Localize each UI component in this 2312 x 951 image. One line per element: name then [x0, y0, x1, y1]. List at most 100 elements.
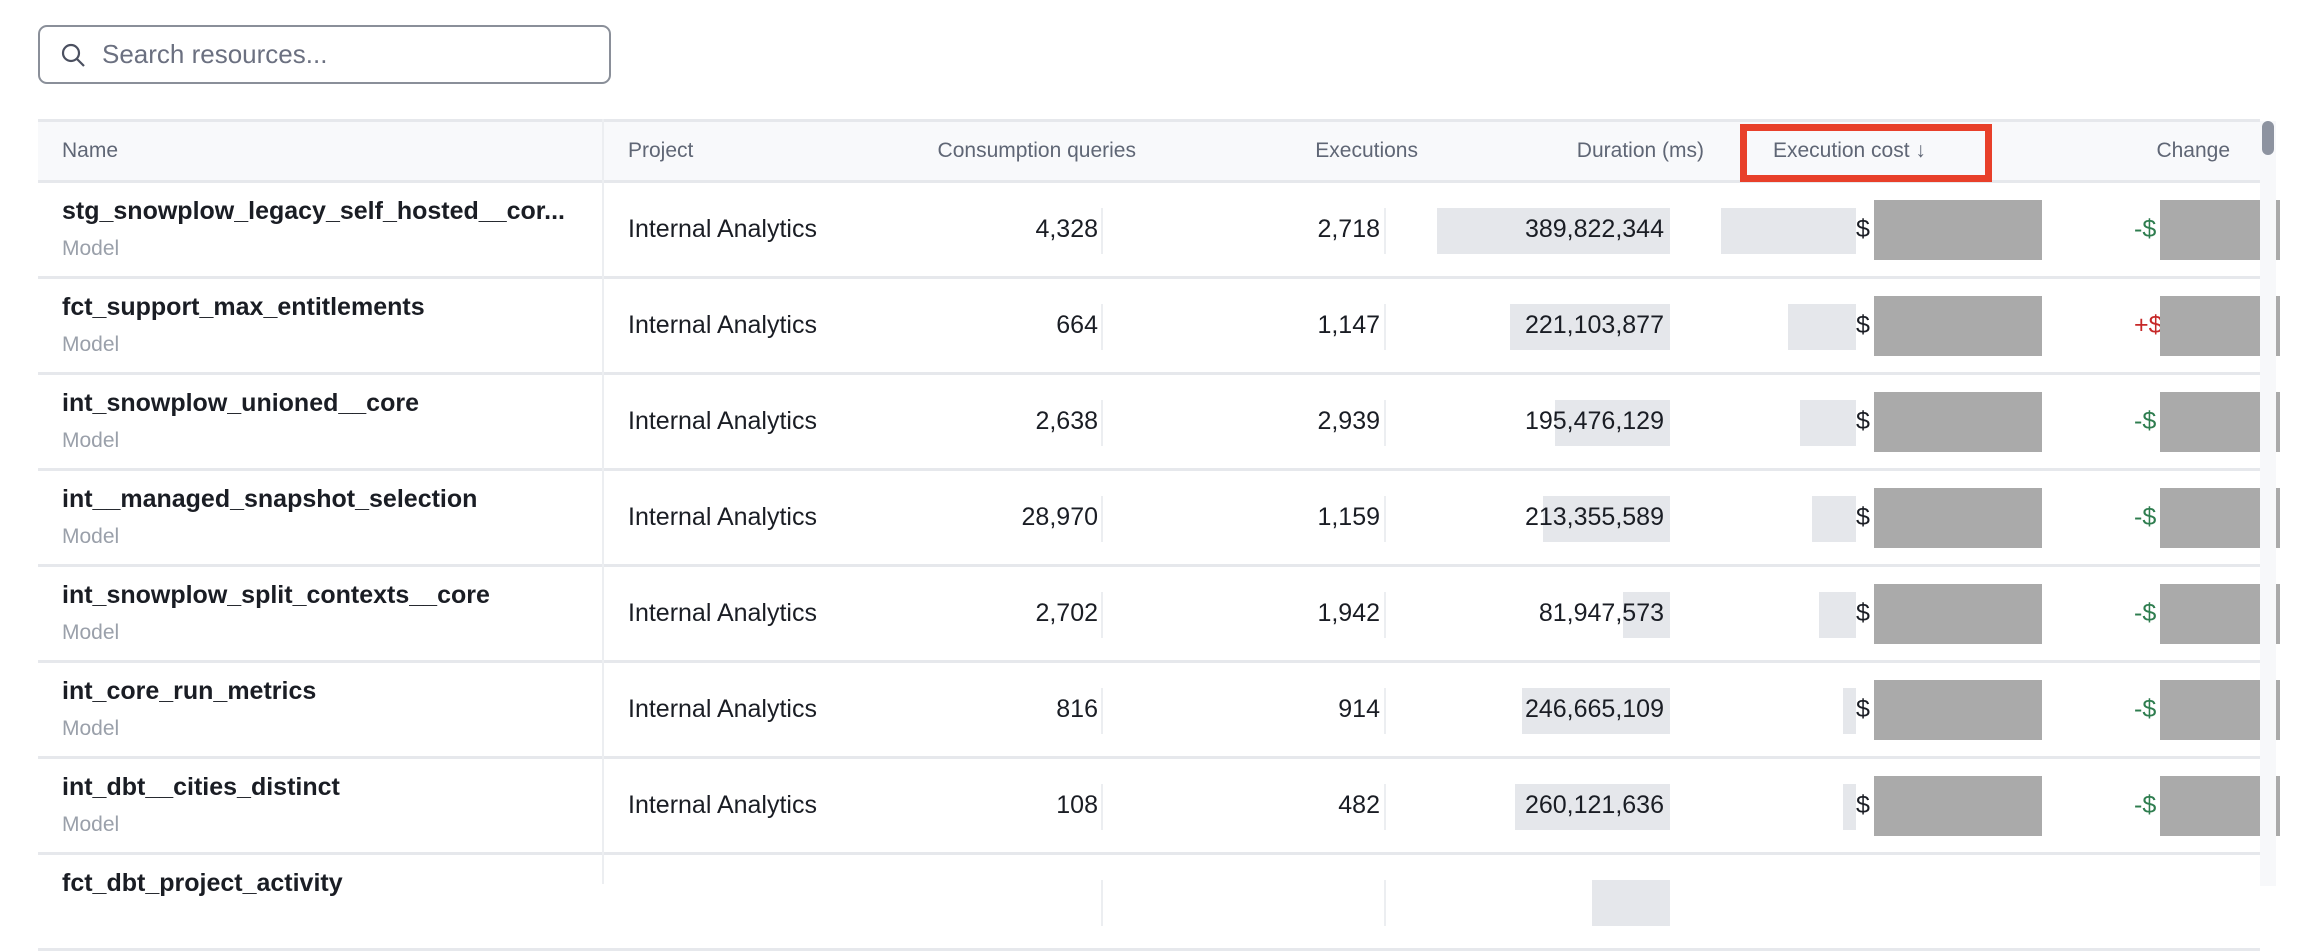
executions-cell: 2,718: [1317, 215, 1380, 243]
cost-bar: [1843, 784, 1856, 830]
consumption-bar: [1101, 592, 1103, 638]
resource-name[interactable]: fct_support_max_entitlements: [62, 293, 425, 321]
scrollbar-thumb[interactable]: [2262, 121, 2274, 155]
executions-bar: [1384, 208, 1386, 254]
executions-cell: 2,939: [1317, 407, 1380, 435]
search-box[interactable]: [38, 25, 611, 84]
duration-bar: [1510, 304, 1670, 350]
cost-bar: [1819, 592, 1856, 638]
resource-type: Model: [62, 237, 120, 260]
cost-bar: [1843, 688, 1856, 734]
duration-cell: 389,822,344: [1524, 215, 1664, 243]
executions-bar: [1384, 400, 1386, 446]
table-row[interactable]: int_snowplow_unioned__core Model Interna…: [38, 375, 2280, 471]
table-row[interactable]: int_dbt__cities_distinct Model Internal …: [38, 759, 2280, 855]
cost-bar: [1788, 304, 1856, 350]
column-header-execution-cost[interactable]: Execution cost ↓: [1773, 122, 1926, 180]
cost-currency: $: [1856, 599, 1870, 627]
consumption-cell: 664: [1056, 311, 1098, 339]
change-sign: -$: [2134, 695, 2157, 723]
resource-type: Model: [62, 621, 120, 644]
project-cell: Internal Analytics: [628, 407, 817, 435]
consumption-cell: 2,638: [1035, 407, 1098, 435]
cost-currency: $: [1856, 311, 1870, 339]
redacted-cost: [1874, 680, 2042, 740]
column-header-consumption-queries[interactable]: Consumption queries: [937, 139, 1136, 162]
consumption-bar: [1101, 304, 1103, 350]
table-row[interactable]: fct_dbt_project_activity: [38, 855, 2260, 951]
consumption-bar: [1101, 400, 1103, 446]
column-header-project[interactable]: Project: [628, 139, 694, 162]
project-cell: Internal Analytics: [628, 311, 817, 339]
resource-name[interactable]: int_core_run_metrics: [62, 677, 317, 705]
project-cell: Internal Analytics: [628, 215, 817, 243]
change-sign: -$: [2134, 599, 2157, 627]
executions-cell: 1,942: [1317, 599, 1380, 627]
consumption-bar: [1101, 496, 1103, 542]
duration-bar: [1623, 592, 1670, 638]
resource-name[interactable]: stg_snowplow_legacy_self_hosted__cor...: [62, 197, 565, 225]
change-sign: +$: [2134, 311, 2163, 339]
resource-type: Model: [62, 429, 120, 452]
duration-bar: [1437, 208, 1670, 254]
redacted-cost: [1874, 200, 2042, 260]
consumption-bar: [1101, 208, 1103, 254]
table-row[interactable]: fct_support_max_entitlements Model Inter…: [38, 279, 2280, 375]
search-input[interactable]: [100, 38, 584, 71]
column-header-executions[interactable]: Executions: [1315, 139, 1418, 162]
column-header-name[interactable]: Name: [62, 139, 119, 162]
executions-bar: [1384, 880, 1386, 926]
redacted-cost: [1874, 296, 2042, 356]
resource-type: Model: [62, 525, 120, 548]
duration-cell: 213,355,589: [1524, 503, 1664, 531]
resource-type: Model: [62, 717, 120, 740]
table-row[interactable]: int__managed_snapshot_selection Model In…: [38, 471, 2280, 567]
redacted-cost: [1874, 488, 2042, 548]
redacted-cost: [1874, 776, 2042, 836]
project-cell: Internal Analytics: [628, 695, 817, 723]
executions-bar: [1384, 304, 1386, 350]
duration-cell: 195,476,129: [1524, 407, 1664, 435]
execution-cost-label: Execution cost: [1773, 139, 1910, 162]
change-sign: -$: [2134, 791, 2157, 819]
change-sign: -$: [2134, 503, 2157, 531]
duration-cell: 246,665,109: [1524, 695, 1664, 723]
duration-cell: 221,103,877: [1524, 311, 1664, 339]
resource-name[interactable]: int_dbt__cities_distinct: [62, 773, 340, 801]
column-header-duration[interactable]: Duration (ms): [1576, 139, 1704, 162]
resource-name[interactable]: int_snowplow_split_contexts__core: [62, 581, 490, 609]
cost-currency: $: [1856, 503, 1870, 531]
consumption-bar: [1101, 880, 1103, 926]
change-sign: -$: [2134, 215, 2157, 243]
consumption-cell: 2,702: [1035, 599, 1098, 627]
consumption-bar: [1101, 784, 1103, 830]
resource-name[interactable]: int__managed_snapshot_selection: [62, 485, 478, 513]
column-header-change[interactable]: Change: [2156, 139, 2230, 162]
sort-descending-icon: ↓: [1915, 139, 1926, 162]
consumption-cell: 28,970: [1021, 503, 1098, 531]
table-row[interactable]: stg_snowplow_legacy_self_hosted__cor... …: [38, 183, 2280, 279]
resource-name[interactable]: int_snowplow_unioned__core: [62, 389, 419, 417]
consumption-cell: 108: [1056, 791, 1098, 819]
cost-currency: $: [1856, 695, 1870, 723]
table-row[interactable]: int_core_run_metrics Model Internal Anal…: [38, 663, 2280, 759]
executions-bar: [1384, 688, 1386, 734]
consumption-cell: 816: [1056, 695, 1098, 723]
cost-bar: [1800, 400, 1856, 446]
cost-bar: [1812, 496, 1856, 542]
scrollbar-track[interactable]: [2260, 121, 2276, 886]
duration-bar: [1592, 880, 1670, 926]
column-divider: [602, 119, 604, 884]
executions-bar: [1384, 496, 1386, 542]
duration-bar: [1555, 400, 1670, 446]
duration-cell: 260,121,636: [1524, 791, 1664, 819]
executions-cell: 482: [1338, 791, 1380, 819]
duration-bar: [1522, 688, 1670, 734]
cost-currency: $: [1856, 215, 1870, 243]
project-cell: Internal Analytics: [628, 791, 817, 819]
table-row[interactable]: int_snowplow_split_contexts__core Model …: [38, 567, 2280, 663]
duration-bar: [1515, 784, 1670, 830]
executions-cell: 1,147: [1317, 311, 1380, 339]
cost-bar: [1721, 208, 1856, 254]
resource-type: Model: [62, 813, 120, 836]
